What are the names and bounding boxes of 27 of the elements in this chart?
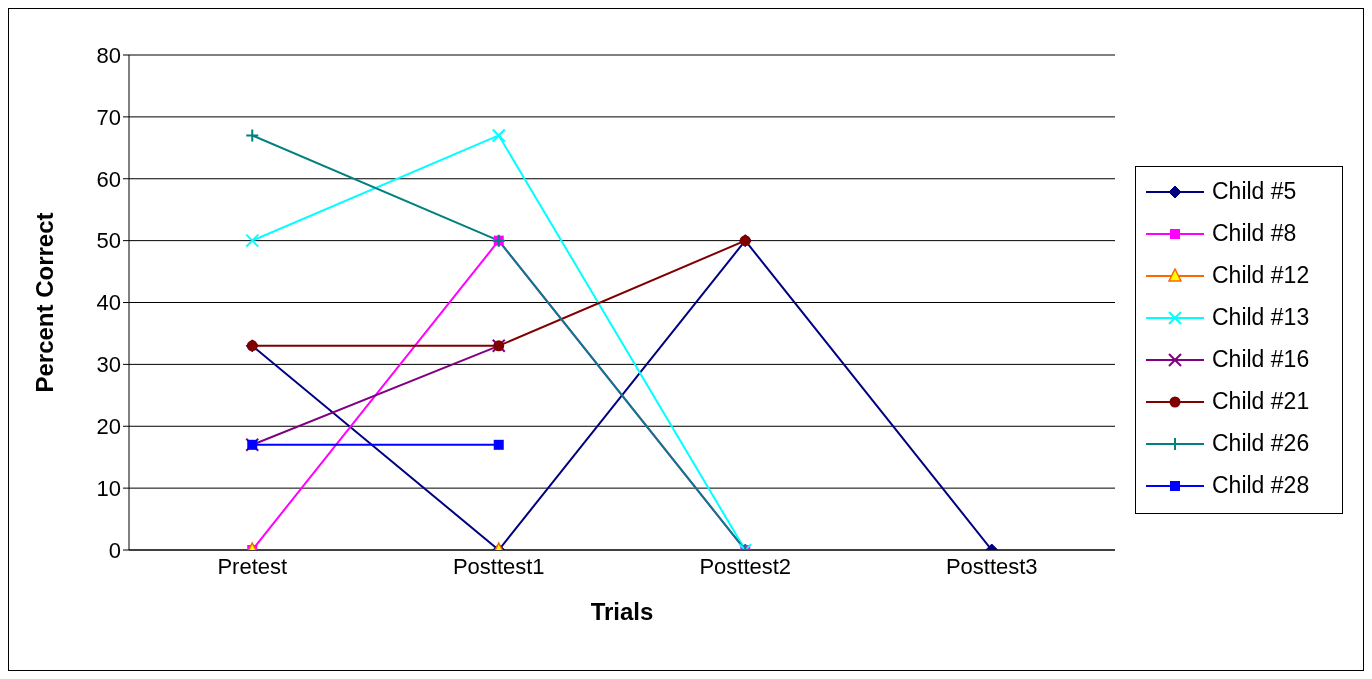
y-tick-label: 10 <box>96 475 121 501</box>
legend-label: Child #28 <box>1212 472 1310 499</box>
point <box>491 128 506 143</box>
x-tick-label: Posttest3 <box>945 553 1038 579</box>
legend-label: Child #5 <box>1212 178 1297 205</box>
legend-label: Child #12 <box>1212 262 1310 289</box>
legend-label: Child #16 <box>1212 346 1310 373</box>
legend-label: Child #26 <box>1212 430 1310 457</box>
y-tick-label: 20 <box>96 414 121 440</box>
legend-label: Child #13 <box>1212 304 1310 331</box>
y-tick-label: 0 <box>108 537 121 563</box>
y-tick-label: 60 <box>96 166 121 192</box>
x-axis-title: Trials <box>590 598 654 625</box>
y-tick-label: 40 <box>96 290 121 316</box>
legend-label: Child #8 <box>1212 220 1297 247</box>
y-tick-label: 80 <box>96 42 121 68</box>
point <box>245 128 260 143</box>
x-tick-label: Posttest2 <box>699 553 792 579</box>
y-tick-label: 30 <box>96 352 121 378</box>
x-tick-label: Posttest1 <box>452 553 545 579</box>
y-tick-label: 50 <box>96 228 121 254</box>
point <box>245 233 260 248</box>
legend-label: Child #21 <box>1212 388 1310 415</box>
point <box>493 439 504 450</box>
x-tick-label: Pretest <box>217 553 288 579</box>
y-tick-label: 70 <box>96 104 121 130</box>
y-axis-title: Percent Correct <box>30 212 58 393</box>
